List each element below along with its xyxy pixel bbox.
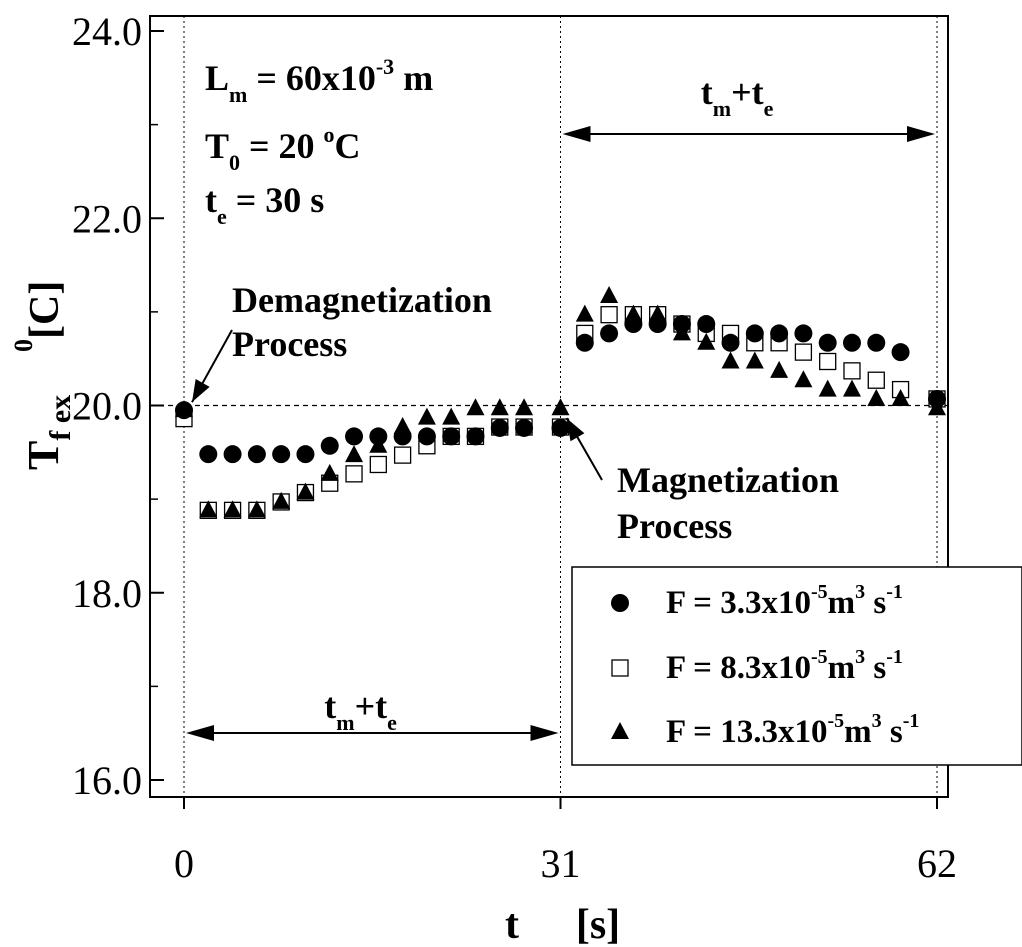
data-point: [247, 500, 266, 518]
legend-entry: F = 13.3x10-5m3 s-1: [666, 710, 919, 750]
top-span-arrow-left-arrowhead: [562, 126, 591, 142]
data-point: [575, 333, 594, 352]
data-point: [393, 446, 412, 464]
data-point: [794, 370, 813, 388]
y-axis-unit: 0[C]: [9, 281, 68, 352]
mag-annotation-line2: Process: [617, 506, 732, 546]
parameter-text: T0 = 20 oC: [205, 122, 361, 175]
y-tick-label: 16.0: [72, 758, 142, 803]
data-point: [393, 427, 412, 446]
data-point: [320, 436, 339, 455]
data-point: [600, 324, 619, 343]
data-point: [745, 324, 764, 343]
data-point: [867, 333, 886, 352]
data-point: [745, 351, 764, 369]
legend-entry: F = 8.3x10-5m3 s-1: [666, 646, 903, 686]
demag-annotation-line1: Demagnetization: [232, 280, 492, 320]
data-point: [600, 285, 619, 303]
data-point: [551, 418, 570, 437]
y-axis-label: Tf ex: [19, 395, 77, 470]
parameter-text: Lm = 60x10-3 m: [205, 54, 433, 107]
data-point: [490, 398, 509, 416]
data-point: [672, 315, 691, 334]
y-tick-label: 22.0: [72, 196, 142, 241]
data-point: [818, 333, 837, 352]
data-point: [296, 482, 315, 500]
data-point: [320, 463, 339, 481]
x-tick-label: 62: [917, 841, 957, 886]
data-point: [272, 445, 291, 464]
top-span-arrow-label: tm+te: [701, 72, 774, 121]
top-span-arrow-right-arrowhead: [907, 126, 935, 142]
parameter-text: te = 30 s: [205, 180, 324, 229]
data-point: [345, 427, 364, 446]
demag-annotation-line2: Process: [232, 324, 347, 364]
data-point: [600, 306, 618, 324]
data-point: [442, 427, 461, 446]
data-point: [466, 398, 485, 416]
data-point: [199, 500, 218, 518]
data-point: [794, 343, 813, 361]
x-axis-label: t: [505, 902, 519, 947]
legend-entry: F = 3.3x10-5m3 s-1: [666, 581, 903, 621]
data-point: [770, 360, 789, 378]
x-tick-label: 31: [541, 841, 581, 886]
data-point: [442, 407, 461, 425]
data-point: [417, 407, 436, 425]
y-tick-label: 24.0: [72, 9, 142, 54]
data-point: [223, 445, 242, 464]
data-point: [345, 445, 364, 463]
legend-box: [571, 566, 1022, 766]
demag-arrowhead: [192, 379, 210, 403]
data-point: [551, 398, 570, 416]
mag-annotation-line1: Magnetization: [617, 460, 839, 500]
mag-arrowhead: [566, 418, 585, 442]
x-tick-label: 0: [174, 841, 194, 886]
data-point: [369, 455, 387, 474]
data-point: [842, 379, 861, 397]
data-point: [842, 333, 861, 352]
data-point: [624, 315, 643, 334]
data-point: [247, 445, 266, 464]
data-point: [697, 315, 716, 334]
data-point: [515, 398, 534, 416]
data-point: [515, 418, 534, 437]
data-point: [575, 304, 594, 322]
data-point: [867, 388, 886, 406]
data-point: [721, 351, 740, 369]
data-point: [697, 332, 716, 350]
data-point: [721, 333, 740, 352]
data-point: [490, 418, 509, 437]
data-point: [819, 352, 837, 371]
data-point: [223, 500, 242, 518]
data-point: [417, 427, 436, 446]
data-point: [818, 379, 837, 397]
data-point: [296, 445, 315, 464]
y-tick-label: 18.0: [72, 571, 142, 616]
data-point: [199, 445, 218, 464]
legend-marker: [611, 594, 629, 612]
data-point: [891, 388, 910, 406]
data-point: [770, 324, 789, 343]
bottom-span-arrow-right-arrowhead: [530, 725, 559, 741]
data-point: [272, 491, 291, 509]
data-point: [369, 427, 388, 446]
bottom-span-arrow-label: tm+te: [324, 686, 397, 735]
data-point: [345, 465, 363, 483]
data-point: [891, 343, 910, 362]
data-point: [843, 362, 861, 380]
data-point: [648, 315, 667, 334]
legend-marker: [611, 659, 629, 677]
data-point: [175, 401, 193, 420]
y-tick-label: 20.0: [72, 384, 142, 429]
data-point: [867, 371, 885, 389]
legend-marker: [611, 722, 629, 739]
data-point: [466, 427, 485, 446]
x-axis-unit: [s]: [576, 902, 620, 947]
data-point: [794, 324, 813, 343]
data-point: [928, 389, 946, 408]
bottom-span-arrow-left-arrowhead: [186, 725, 214, 741]
